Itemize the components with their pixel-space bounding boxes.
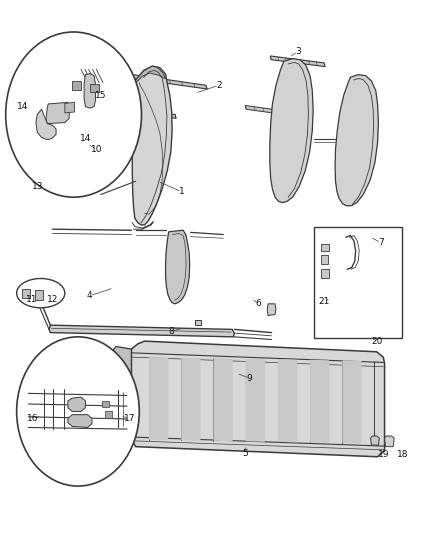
Polygon shape [321, 255, 328, 264]
Polygon shape [149, 357, 168, 440]
Text: 8: 8 [168, 327, 174, 336]
Polygon shape [321, 269, 329, 278]
Polygon shape [134, 66, 166, 84]
Circle shape [6, 32, 141, 197]
Text: 17: 17 [124, 414, 135, 423]
Polygon shape [267, 304, 276, 316]
Polygon shape [181, 358, 201, 441]
Text: 1: 1 [179, 188, 185, 196]
Polygon shape [46, 102, 69, 124]
Polygon shape [131, 341, 385, 457]
Polygon shape [213, 358, 233, 441]
Polygon shape [335, 75, 378, 206]
Polygon shape [90, 84, 99, 92]
Text: 21: 21 [318, 297, 330, 305]
Polygon shape [65, 102, 74, 113]
Polygon shape [49, 325, 234, 337]
Polygon shape [310, 360, 329, 443]
Text: 7: 7 [378, 238, 384, 247]
Text: 2: 2 [216, 81, 222, 90]
Text: 4: 4 [87, 292, 92, 300]
Circle shape [17, 337, 139, 486]
Text: 18: 18 [397, 450, 409, 458]
Polygon shape [112, 346, 131, 440]
Text: 11: 11 [26, 295, 38, 304]
Text: 15: 15 [95, 92, 106, 100]
Polygon shape [102, 401, 109, 407]
Polygon shape [246, 359, 265, 442]
Polygon shape [68, 415, 92, 427]
Text: 13: 13 [32, 182, 43, 191]
Text: 5: 5 [242, 449, 248, 457]
Polygon shape [84, 74, 95, 108]
FancyBboxPatch shape [314, 227, 402, 338]
Polygon shape [72, 81, 81, 90]
Text: 14: 14 [17, 102, 28, 111]
Text: 14: 14 [80, 134, 91, 143]
Text: 10: 10 [91, 145, 102, 154]
Polygon shape [270, 59, 313, 203]
Polygon shape [195, 320, 201, 325]
Text: 9: 9 [247, 374, 253, 383]
Polygon shape [96, 69, 207, 89]
Text: 19: 19 [378, 450, 389, 458]
Text: 20: 20 [371, 337, 382, 345]
Polygon shape [278, 359, 297, 442]
Polygon shape [321, 244, 328, 251]
Polygon shape [35, 290, 43, 300]
Polygon shape [68, 397, 85, 411]
Polygon shape [385, 436, 394, 447]
Polygon shape [105, 411, 112, 418]
Polygon shape [270, 56, 325, 67]
Polygon shape [22, 289, 30, 298]
Ellipse shape [17, 278, 65, 308]
Polygon shape [36, 109, 56, 140]
Text: 12: 12 [47, 295, 58, 304]
Polygon shape [342, 360, 362, 443]
Text: 6: 6 [255, 300, 261, 308]
Polygon shape [166, 230, 190, 304]
Text: 16: 16 [27, 414, 39, 423]
Text: 3: 3 [295, 47, 301, 56]
Polygon shape [132, 66, 172, 225]
Polygon shape [118, 107, 176, 118]
Polygon shape [245, 106, 281, 114]
Polygon shape [371, 436, 379, 445]
